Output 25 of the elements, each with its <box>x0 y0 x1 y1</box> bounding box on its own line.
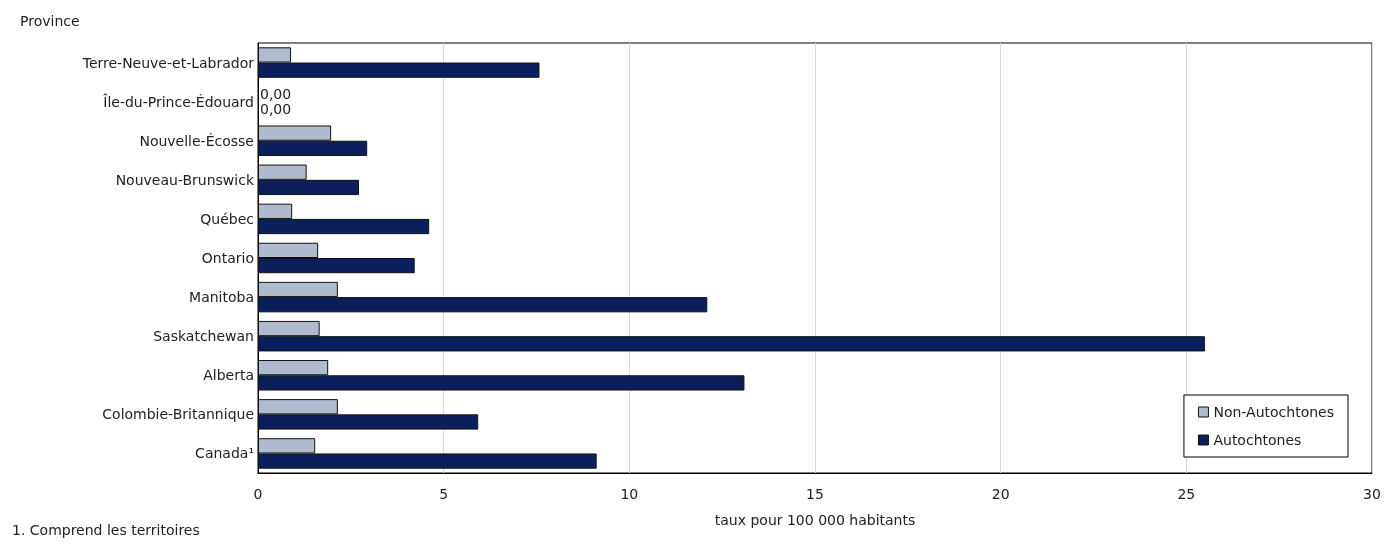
y-tick-label: Canada¹ <box>195 445 254 462</box>
y-tick-label: Alberta <box>203 367 254 384</box>
y-tick-label: Ontario <box>201 250 254 266</box>
x-axis-title: taux pour 100 000 habitants <box>714 512 916 528</box>
text: 1. Comprend les territoires <box>12 522 200 538</box>
x-tick-label: 5 <box>439 486 449 502</box>
data-label: 0,00 <box>260 86 292 103</box>
y-tick-label: Colombie-Britannique <box>102 406 254 423</box>
legend-label: Autochtones <box>1213 432 1302 448</box>
y-tick-label: Nouvelle-Écosse <box>139 132 254 149</box>
x-tick-label: 25 <box>1177 486 1196 502</box>
x-tick-label: 20 <box>991 486 1010 502</box>
data-label: 0,00 <box>260 101 292 118</box>
y-tick-label: Québec <box>200 210 254 227</box>
y-axis-title: Province <box>20 13 80 29</box>
x-tick-label: 30 <box>1363 486 1381 502</box>
y-tick-label: Saskatchewan <box>153 328 254 345</box>
y-tick-label: Manitoba <box>189 289 254 306</box>
x-tick-label: 0 <box>253 486 263 502</box>
x-tick-label: 10 <box>620 486 639 502</box>
y-tick-label: Île-du-Prince-Édouard <box>102 92 254 110</box>
x-tick-label: 15 <box>806 486 824 502</box>
legend-label: Non-Autochtones <box>1213 404 1335 420</box>
y-tick-label: Nouveau-Brunswick <box>115 171 255 188</box>
y-tick-label: Terre-Neuve-et-Labrador <box>81 54 255 71</box>
